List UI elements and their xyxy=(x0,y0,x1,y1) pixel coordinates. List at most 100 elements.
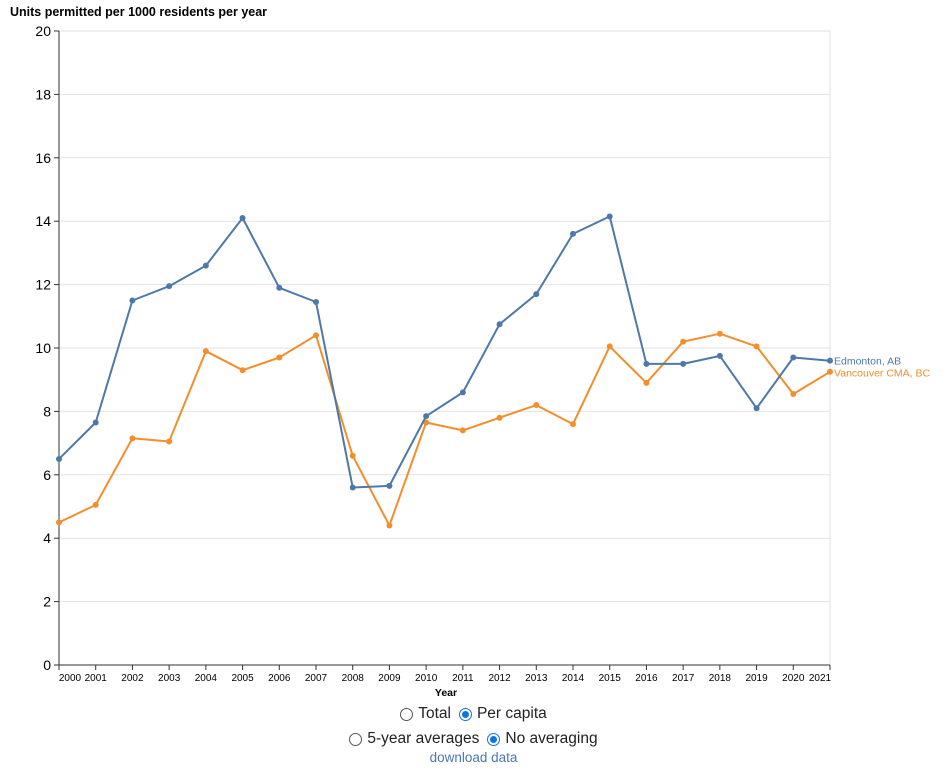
y-tick-label: 16 xyxy=(35,150,51,166)
data-point[interactable] xyxy=(166,283,173,290)
data-point[interactable] xyxy=(459,427,466,434)
y-tick-label: 2 xyxy=(43,594,51,610)
data-point[interactable] xyxy=(827,357,833,364)
radio-5-year-averages[interactable]: 5-year averages xyxy=(349,730,479,748)
data-point[interactable] xyxy=(827,368,833,375)
series-end-label: Vancouver CMA, BC xyxy=(834,368,931,380)
axes: 0 2 4 6 8 10 12 14 16 18 20 2000 2001 2002 2003 2004 200… xyxy=(35,23,831,684)
x-tick-label: 2010 xyxy=(415,673,438,684)
data-point[interactable] xyxy=(753,405,760,412)
data-point[interactable] xyxy=(606,343,613,350)
data-point[interactable] xyxy=(570,230,576,237)
x-tick-label: 2015 xyxy=(599,673,622,684)
data-point[interactable] xyxy=(570,421,576,428)
x-tick-label: 2007 xyxy=(305,673,328,684)
data-point[interactable] xyxy=(92,419,99,426)
data-point[interactable] xyxy=(386,522,393,529)
chart: Units permitted per 1000 residents per y… xyxy=(10,5,931,699)
radio-per-capita-label: Per capita xyxy=(476,705,547,722)
radio-total-label: Total xyxy=(418,705,451,722)
x-tick-label: 2016 xyxy=(635,673,658,684)
data-point[interactable] xyxy=(129,297,136,304)
data-point[interactable] xyxy=(680,360,687,367)
x-tick-label: 2013 xyxy=(525,673,548,684)
x-tick-label: 2001 xyxy=(85,673,108,684)
radio-no-averaging[interactable]: No averaging xyxy=(487,730,598,748)
data-point[interactable] xyxy=(276,284,283,291)
averaging-radio-group: 5-year averages No averaging xyxy=(0,727,947,751)
series-vancouver-cma-bc xyxy=(56,330,833,529)
y-tick-label: 20 xyxy=(35,23,51,39)
radio-total[interactable]: Total xyxy=(400,705,451,723)
chart-title: Units permitted per 1000 residents per y… xyxy=(10,5,267,19)
radio-total-circle[interactable] xyxy=(400,707,414,721)
radio-no-averaging-circle[interactable] xyxy=(487,732,501,746)
y-tick-label: 14 xyxy=(35,213,51,229)
data-point[interactable] xyxy=(276,354,283,361)
data-point[interactable] xyxy=(202,262,209,269)
radio-per-capita[interactable]: Per capita xyxy=(458,705,547,723)
data-point[interactable] xyxy=(349,452,356,459)
x-tick-label: 2020 xyxy=(782,673,805,684)
data-point[interactable] xyxy=(129,435,136,442)
data-point[interactable] xyxy=(386,482,393,489)
y-tick-label: 4 xyxy=(43,530,51,546)
download-row: download data xyxy=(0,750,947,765)
series-end-label: Edmonton, AB xyxy=(834,356,901,368)
data-point[interactable] xyxy=(753,343,760,350)
x-tick-label: 2017 xyxy=(672,673,695,684)
radio-per-capita-circle[interactable] xyxy=(458,707,472,721)
data-point[interactable] xyxy=(166,438,173,445)
data-point[interactable] xyxy=(56,519,62,526)
data-point[interactable] xyxy=(239,215,246,222)
data-point[interactable] xyxy=(459,389,466,396)
data-point[interactable] xyxy=(533,402,540,409)
x-tick-label: 2012 xyxy=(488,673,511,684)
radio-5-year-averages-circle[interactable] xyxy=(349,732,363,746)
data-point[interactable] xyxy=(606,213,613,220)
data-point[interactable] xyxy=(680,338,687,345)
data-point[interactable] xyxy=(496,321,503,328)
series-line xyxy=(58,332,831,527)
x-tick-label: 2014 xyxy=(562,673,585,684)
data-point[interactable] xyxy=(716,352,723,359)
y-tick-label: 0 xyxy=(43,657,51,673)
data-point[interactable] xyxy=(313,332,319,339)
x-tick-label: 2004 xyxy=(195,673,218,684)
data-point[interactable] xyxy=(496,414,503,421)
data-point[interactable] xyxy=(313,299,319,306)
x-tick-label: 2003 xyxy=(158,673,181,684)
series-line xyxy=(58,215,831,489)
data-point[interactable] xyxy=(423,413,430,420)
data-point[interactable] xyxy=(202,348,209,355)
x-tick-label: 2008 xyxy=(342,673,365,684)
radio-no-averaging-label: No averaging xyxy=(505,730,598,747)
series-edmonton-ab xyxy=(56,213,833,491)
y-tick-label: 12 xyxy=(35,277,51,293)
x-tick-label: 2002 xyxy=(121,673,144,684)
x-tick-label: 2000 xyxy=(59,673,82,684)
data-point[interactable] xyxy=(790,354,797,361)
y-tick-label: 8 xyxy=(43,403,51,419)
x-tick-label: 2005 xyxy=(231,673,254,684)
y-tick-label: 6 xyxy=(43,467,51,483)
data-point[interactable] xyxy=(790,390,797,397)
data-point[interactable] xyxy=(716,330,723,337)
data-point[interactable] xyxy=(349,484,356,491)
data-point[interactable] xyxy=(239,367,246,374)
x-tick-label: 2019 xyxy=(745,673,768,684)
data-point[interactable] xyxy=(533,291,540,298)
x-tick-label: 2011 xyxy=(452,673,474,684)
radio-5-year-averages-label: 5-year averages xyxy=(367,730,480,747)
x-tick-label: 2009 xyxy=(378,673,401,684)
data-point[interactable] xyxy=(92,501,99,508)
data-point[interactable] xyxy=(56,455,62,462)
y-tick-label: 18 xyxy=(35,86,51,102)
download-data-link[interactable]: download data xyxy=(429,750,518,765)
x-tick-label: 2018 xyxy=(709,673,732,684)
x-tick-label: 2021 xyxy=(809,673,832,684)
data-point[interactable] xyxy=(643,360,650,367)
data-point[interactable] xyxy=(643,379,650,386)
grid-lines xyxy=(59,30,831,665)
